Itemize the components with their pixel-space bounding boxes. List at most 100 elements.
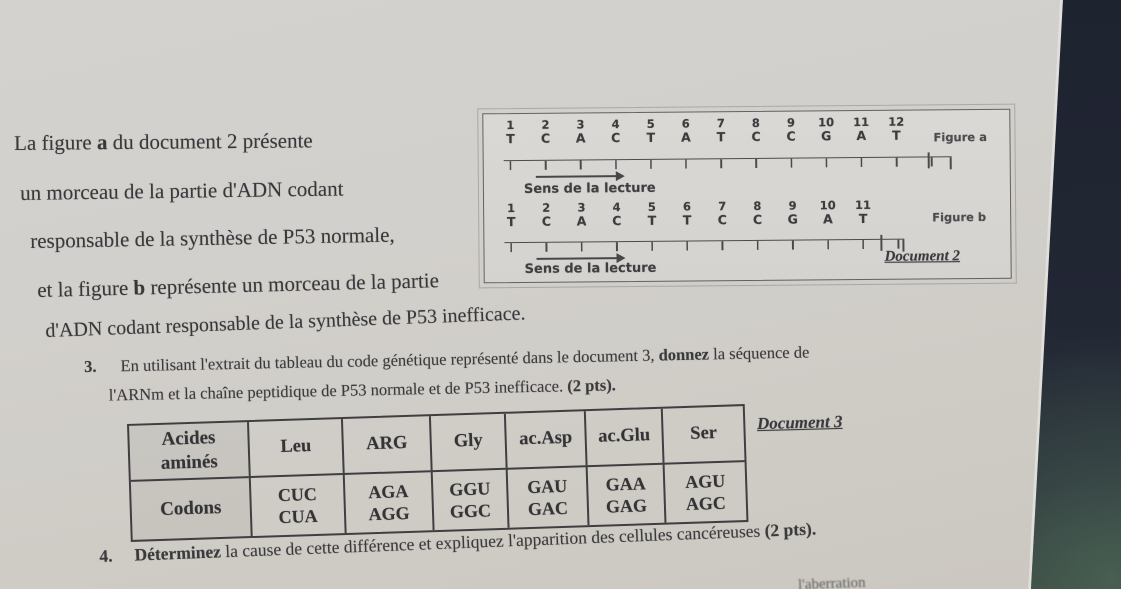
intro-line-4: et la figure b représente un morceau de … bbox=[37, 268, 439, 303]
document3-label: Document 3 bbox=[756, 411, 843, 434]
question-3-text-rest: la séquence de bbox=[708, 342, 810, 364]
amino-acid-cell: ac.Asp bbox=[503, 411, 586, 468]
amino-acid-cell: ac.Glu bbox=[583, 408, 663, 466]
question-3-points: (2 pts). bbox=[567, 375, 617, 396]
nucleotide-position: 11 A bbox=[848, 115, 874, 144]
amino-acid-cell: ARG bbox=[340, 416, 431, 474]
nucleotide-base: C bbox=[612, 213, 622, 229]
intro-line-5: d'ADN codant responsable de la synthèse … bbox=[45, 302, 526, 342]
intro-line-2: un morceau de la partie d'ADN codant bbox=[20, 176, 344, 205]
intro-line-3: responsable de la synthèse de P53 normal… bbox=[30, 222, 395, 253]
figure-b-label: Figure b bbox=[932, 209, 987, 225]
codon: GAA bbox=[605, 472, 646, 495]
nucleotide-position: 11 T bbox=[850, 198, 876, 227]
question-4-points: (2 pts). bbox=[764, 518, 817, 541]
nucleotide-base: T bbox=[506, 131, 515, 147]
codon: GAG bbox=[605, 495, 648, 517]
codon-cell: GAU GAC bbox=[505, 465, 588, 528]
codon: AGU bbox=[684, 470, 726, 492]
amino-acid-cell: Leu bbox=[247, 419, 343, 477]
header-line-2: aminés bbox=[160, 451, 219, 474]
figure-b-reading-direction-arrow bbox=[536, 257, 619, 260]
codon: AGA bbox=[367, 480, 409, 502]
nucleotide-base: C bbox=[752, 211, 763, 227]
intro-line-1: La figure a du document 2 présente bbox=[14, 128, 313, 156]
nucleotide-base: T bbox=[647, 212, 657, 228]
nucleotide-base: A bbox=[576, 213, 587, 229]
nucleotide-base: T bbox=[892, 127, 901, 143]
faint-bleed-through-text: l'aberration bbox=[797, 574, 866, 589]
table-header-amino-acids: Acides aminés bbox=[129, 422, 249, 480]
nucleotide-base: T bbox=[858, 210, 868, 227]
codon-cell: AGA AGG bbox=[342, 470, 433, 534]
intro-line-4-text: et la figure bbox=[37, 275, 134, 302]
question-3-line-2-text: l'ARNm et la chaîne peptidique de P53 no… bbox=[108, 376, 568, 405]
nucleotide-base: T bbox=[682, 212, 692, 228]
codon: GAC bbox=[527, 497, 569, 520]
nucleotide-base: T bbox=[716, 129, 726, 145]
document2-label: Document 2 bbox=[884, 248, 961, 265]
codon: GGC bbox=[449, 500, 492, 522]
intro-line-1-text: La figure bbox=[14, 130, 98, 155]
codon-cell: GAA GAG bbox=[585, 462, 665, 526]
codon-cell: GGU GGC bbox=[430, 467, 508, 531]
nucleotide-base: G bbox=[820, 128, 832, 144]
question-3-text: En utilisant l'extrait du tableau du cod… bbox=[120, 345, 659, 376]
intro-line-1-rest: du document 2 présente bbox=[107, 128, 313, 155]
codon: AGC bbox=[685, 492, 727, 514]
nucleotide-base: A bbox=[856, 127, 867, 144]
nucleotide-base: T bbox=[506, 214, 516, 230]
question-3-verb: donnez bbox=[658, 344, 710, 365]
figure-a-reference: a bbox=[96, 130, 108, 155]
figure-a-reading-direction-arrow bbox=[535, 175, 618, 178]
codon: CUA bbox=[278, 505, 318, 528]
nucleotide-base: C bbox=[540, 130, 551, 146]
nucleotide-base: C bbox=[541, 213, 552, 229]
nucleotide-base: C bbox=[786, 128, 796, 144]
nucleotide-base: A bbox=[680, 129, 691, 145]
codon: CUC bbox=[277, 483, 318, 505]
nucleotide-base: C bbox=[717, 212, 727, 228]
figure-b-ruler bbox=[504, 238, 905, 253]
codon-cell: AGU AGC bbox=[662, 460, 747, 523]
nucleotide-base: C bbox=[751, 128, 761, 144]
document3-genetic-code-table: Acides aminés Leu ARG Gly ac.Asp ac.Glu S… bbox=[127, 404, 749, 542]
question-4-number: 4. bbox=[99, 545, 113, 566]
question-4-verb: Déterminez bbox=[134, 541, 222, 565]
nucleotide-position: 10 G bbox=[813, 115, 839, 144]
codon-cell: CUC CUA bbox=[248, 473, 345, 537]
nucleotide-base: A bbox=[575, 130, 586, 146]
figure-a-reading-direction-label: Sens de la lecture bbox=[523, 180, 656, 197]
figure-a-ruler bbox=[503, 156, 952, 171]
nucleotide-base: A bbox=[822, 211, 833, 227]
intro-line-4-rest: représente un morceau de la partie bbox=[144, 268, 440, 300]
question-3-number: 3. bbox=[84, 356, 97, 376]
figure-b-reference: b bbox=[133, 275, 146, 300]
figure-a-label: Figure a bbox=[933, 129, 988, 145]
nucleotide-base: G bbox=[787, 211, 798, 227]
nucleotide-position: 10 A bbox=[815, 198, 841, 227]
question-3-line-2: l'ARNm et la chaîne peptidique de P53 no… bbox=[109, 369, 945, 406]
codon: AGG bbox=[368, 502, 410, 525]
nucleotide-position: 12 T bbox=[883, 115, 909, 143]
